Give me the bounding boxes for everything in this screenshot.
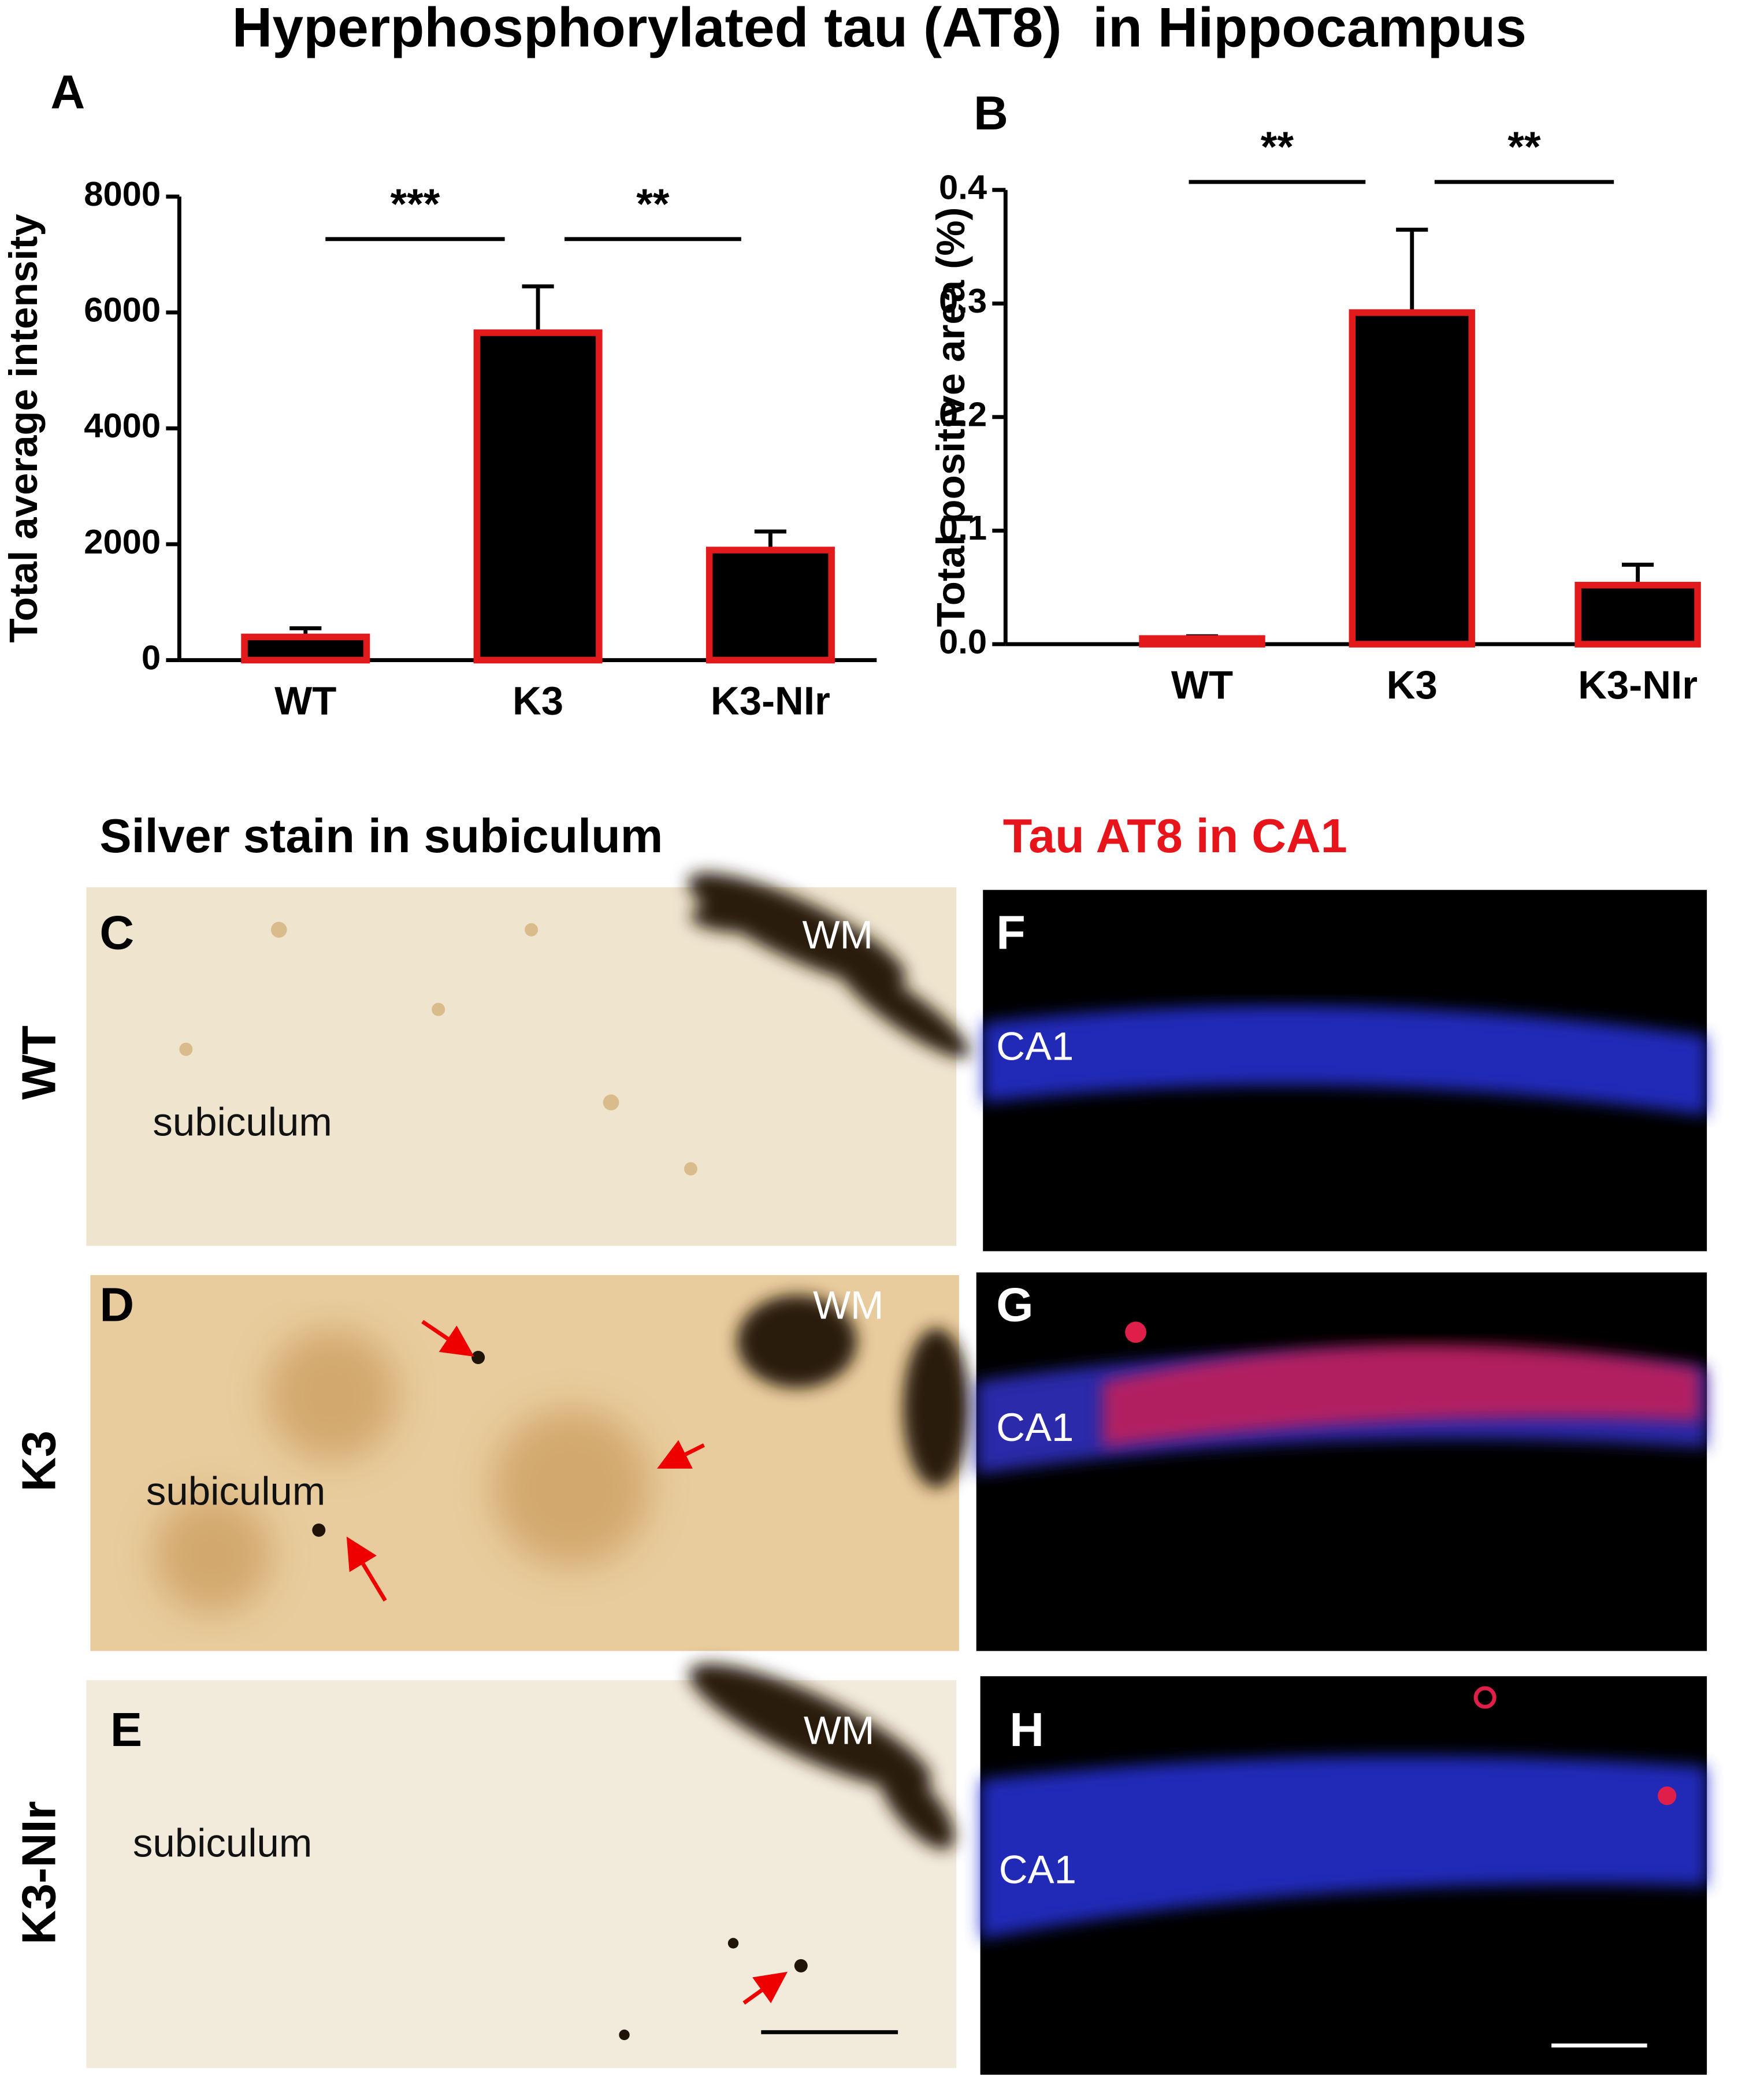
y-tick-label: 0.0 xyxy=(939,622,987,661)
panel-letter: A xyxy=(50,65,85,118)
image-label: CA1 xyxy=(999,1848,1076,1892)
significance-label: *** xyxy=(390,180,440,228)
image-d xyxy=(90,1275,970,1651)
bar xyxy=(1139,635,1265,648)
panel-letter: C xyxy=(99,906,134,960)
row-label: WT xyxy=(12,1026,65,1100)
x-tick-label: K3-NIr xyxy=(711,679,830,723)
image-label: subiculum xyxy=(153,1099,332,1144)
panel-letter: D xyxy=(99,1277,134,1331)
x-tick-label: K3 xyxy=(1387,663,1438,707)
y-tick-label: 8000 xyxy=(84,174,161,213)
bar xyxy=(1574,582,1701,648)
y-tick-label: 0.2 xyxy=(939,395,987,434)
image-label: subiculum xyxy=(133,1821,312,1866)
y-tick-label: 6000 xyxy=(84,291,161,329)
y-tick-label: 2000 xyxy=(84,522,161,561)
panel-letter: B xyxy=(974,86,1008,140)
image-h xyxy=(980,1676,1707,2075)
x-tick-label: K3-NIr xyxy=(1578,663,1698,707)
panel-letter: G xyxy=(996,1277,1033,1331)
panel-letter: H xyxy=(1009,1703,1044,1756)
image-g xyxy=(976,1272,1707,1651)
y-tick-label: 0.3 xyxy=(939,281,987,320)
image-label: WM xyxy=(804,1708,875,1752)
image-label: CA1 xyxy=(996,1024,1074,1068)
image-label: CA1 xyxy=(996,1405,1074,1450)
y-axis-label: Total positive area (%) xyxy=(929,207,973,627)
significance-label: ** xyxy=(1507,122,1541,170)
image-label: WM xyxy=(803,912,874,957)
bar xyxy=(1349,309,1475,648)
row-label: K3-NIr xyxy=(12,1801,65,1944)
y-tick-label: 4000 xyxy=(84,406,161,445)
x-tick-label: WT xyxy=(274,679,336,723)
figure-title: Hyperphosphorylated tau (AT8) in Hippoca… xyxy=(232,0,1527,59)
significance-label: ** xyxy=(1261,122,1294,170)
image-e xyxy=(86,1663,957,2068)
image-label: subiculum xyxy=(146,1469,325,1514)
y-tick-label: 0 xyxy=(142,638,161,677)
image-c xyxy=(86,872,970,1246)
bar xyxy=(705,547,835,664)
image-f xyxy=(983,890,1707,1251)
image-label: WM xyxy=(813,1283,884,1328)
section-title: Tau AT8 in CA1 xyxy=(1003,809,1347,863)
row-label: K3 xyxy=(12,1431,65,1492)
y-tick-label: 0.1 xyxy=(939,508,987,547)
significance-label: ** xyxy=(636,180,670,228)
bar xyxy=(241,633,370,664)
y-axis-label: Total average intensity xyxy=(1,214,46,642)
x-tick-label: K3 xyxy=(513,679,563,723)
panel-letter: E xyxy=(110,1703,142,1756)
bar xyxy=(473,329,603,664)
y-tick-label: 0.4 xyxy=(939,168,987,207)
section-title: Silver stain in subiculum xyxy=(99,809,663,863)
panel-letter: F xyxy=(996,906,1026,960)
x-tick-label: WT xyxy=(1171,663,1233,707)
